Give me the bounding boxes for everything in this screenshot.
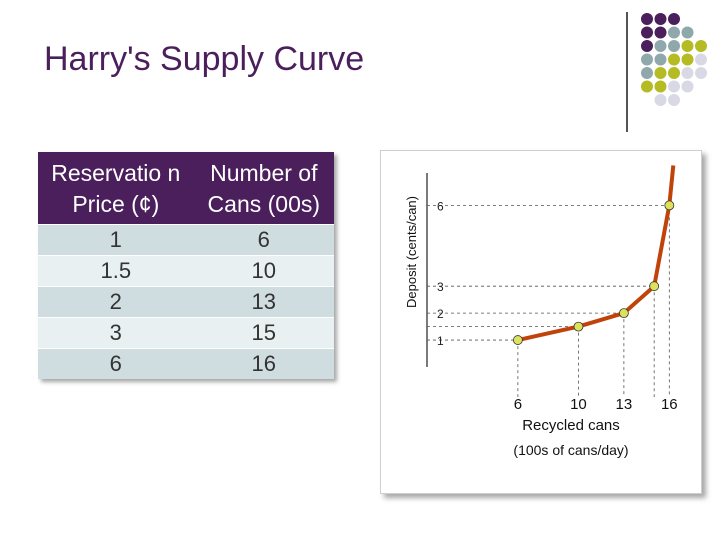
table-cell: 1.5 <box>38 255 194 287</box>
x-tick-label: 6 <box>514 396 522 413</box>
decorative-dot <box>695 67 707 79</box>
reservation-price-table: Reservatio n Price (¢) Number of Cans (0… <box>38 152 334 379</box>
table-cell: 1 <box>38 224 194 256</box>
supply-chart-svg: 1 2 3 6 6 10 13 16 Recycled cans (100s of cans/da… <box>404 165 678 458</box>
decorative-dot <box>654 67 667 79</box>
supply-curve <box>517 165 676 343</box>
y-tick-label: 1 <box>437 334 444 348</box>
decorative-dot <box>668 67 680 79</box>
decorative-dot <box>681 80 694 93</box>
table-cell: 2 <box>38 286 194 318</box>
decorative-dot-grid <box>641 13 707 106</box>
x-tick-label: 16 <box>661 396 678 413</box>
decorative-dot <box>641 26 653 39</box>
decorative-dot <box>695 53 707 66</box>
y-tick-label: 3 <box>437 280 444 294</box>
decorative-dot <box>641 80 653 93</box>
x-axis-label-units: (100s of cans/day) <box>513 442 628 458</box>
x-axis-label: Recycled cans <box>522 417 620 434</box>
table-row: 2 13 <box>38 286 334 318</box>
table-row: 3 15 <box>38 317 334 349</box>
y-tick-label: 6 <box>437 199 444 213</box>
decorative-dot <box>654 94 667 106</box>
table-row: 6 16 <box>38 348 334 379</box>
decorative-dot <box>681 53 694 66</box>
table-cell: 6 <box>38 348 194 379</box>
data-point <box>618 308 629 319</box>
decorative-dot <box>668 13 680 25</box>
decorative-dot <box>668 94 680 106</box>
decorative-dot <box>641 53 653 66</box>
decorative-dot <box>654 53 667 66</box>
data-point <box>649 281 660 292</box>
slide-title: Harry's Supply Curve <box>44 40 365 78</box>
table-header-price: Reservatio n Price (¢) <box>38 152 194 225</box>
table-cell: 13 <box>193 286 334 318</box>
table-cell: 16 <box>193 348 334 379</box>
decorative-dot <box>668 40 680 52</box>
decorative-dot <box>668 80 680 93</box>
table-row: 1 6 <box>38 224 334 256</box>
supply-chart: 1 2 3 6 6 10 13 16 Recycled cans (100s of cans/da… <box>380 150 702 494</box>
table-cell: 3 <box>38 317 194 349</box>
decorative-dot <box>654 13 667 25</box>
x-tick-label: 13 <box>616 396 633 413</box>
decorative-dot <box>654 80 667 93</box>
y-tick-label: 2 <box>437 307 444 321</box>
y-axis-label: Deposit (cents/can) <box>404 196 419 308</box>
decorative-dot <box>668 26 680 39</box>
decorative-dot <box>668 53 680 66</box>
data-point <box>512 335 523 345</box>
decorative-dot <box>654 26 667 39</box>
decorative-dot <box>641 67 653 79</box>
decorative-dot <box>681 67 694 79</box>
decorative-divider <box>626 12 628 132</box>
x-tick-label: 10 <box>570 396 587 413</box>
table-cell: 6 <box>193 224 334 256</box>
decorative-dot <box>641 40 653 52</box>
data-point <box>573 321 584 332</box>
table-cell: 15 <box>193 317 334 349</box>
table-header-cans: Number of Cans (00s) <box>193 152 334 225</box>
data-point <box>664 200 675 211</box>
table-row: 1.5 10 <box>38 255 334 287</box>
decorative-dot <box>681 40 694 52</box>
decorative-dot <box>695 40 707 52</box>
table-cell: 10 <box>193 255 334 287</box>
decorative-dot <box>654 40 667 52</box>
decorative-dot <box>641 13 653 25</box>
decorative-dot <box>681 26 694 39</box>
